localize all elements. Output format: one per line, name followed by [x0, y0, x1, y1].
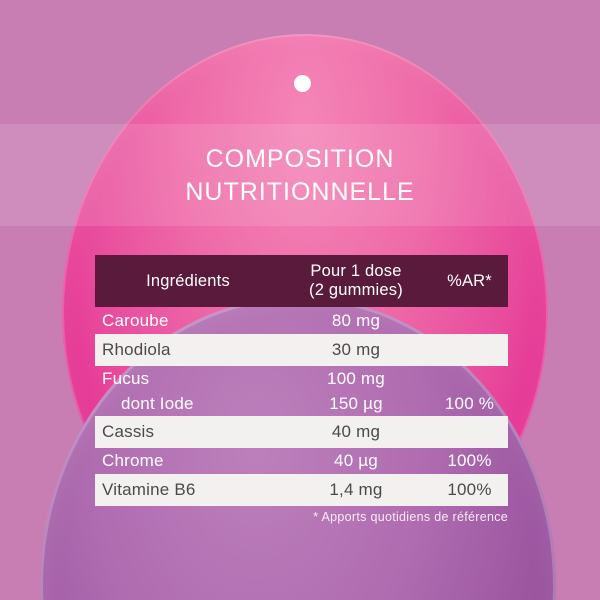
table-row: Rhodiola 30 mg [95, 334, 508, 366]
table-row: Vitamine B6 1,4 mg 100% [95, 474, 508, 506]
table-row: Cassis 40 mg [95, 416, 508, 448]
dose-cell: 30 mg [331, 340, 381, 359]
ingredient-cell: Caroube [102, 310, 169, 330]
dose-cell: 40 mg [331, 422, 381, 441]
header-dose: Pour 1 dose (2 gummies) [281, 262, 431, 300]
header-ingredients: Ingrédients [146, 271, 230, 290]
dose-cell: 150 µg [329, 393, 383, 413]
ingredient-cell: Fucus [102, 368, 150, 388]
ar-cell: 100% [447, 480, 492, 499]
ingredient-cell: dont Iode [121, 393, 194, 413]
table-row: Fucus 100 mg [95, 366, 508, 391]
ingredient-cell: Cassis [102, 422, 155, 441]
dose-cell: 100 mg [327, 368, 385, 388]
header-dose-line2: (2 gummies) [309, 281, 403, 299]
dose-cell: 80 mg [331, 310, 381, 330]
ingredient-cell: Vitamine B6 [102, 480, 196, 499]
section-title: COMPOSITION NUTRITIONNELLE [0, 143, 600, 209]
hang-hole [294, 75, 311, 92]
title-band [0, 124, 600, 226]
header-dose-line1: Pour 1 dose [310, 262, 402, 280]
nutrition-table: Ingrédients Pour 1 dose (2 gummies) %AR*… [95, 255, 508, 506]
ingredient-cell: Chrome [102, 451, 164, 470]
table-header-row: Ingrédients Pour 1 dose (2 gummies) %AR* [95, 255, 508, 307]
dose-cell: 40 µg [334, 451, 378, 470]
ar-cell: 100 % [444, 393, 495, 413]
ar-cell: 100% [447, 451, 492, 470]
ingredient-cell: Rhodiola [102, 340, 171, 359]
table-row: Chrome 40 µg 100% [95, 448, 508, 474]
table-row: dont Iode 150 µg 100 % [95, 391, 508, 416]
table-row: Caroube 80 mg [95, 307, 508, 334]
header-ar: %AR* [447, 271, 492, 290]
section-title-line2: NUTRITIONNELLE [185, 178, 415, 206]
dose-cell: 1,4 mg [329, 480, 383, 499]
section-title-line1: COMPOSITION [205, 145, 395, 173]
footnote: * Apports quotidiens de référence [313, 510, 508, 524]
